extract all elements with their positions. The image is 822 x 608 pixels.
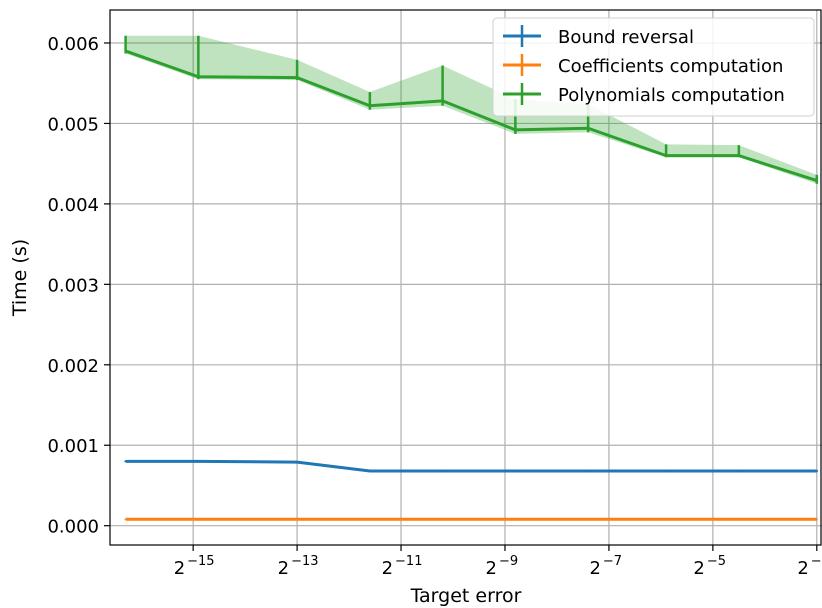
- y-tick-label: 0.000: [47, 517, 99, 538]
- series-line: [125, 49, 818, 182]
- y-tick-label: 0.001: [47, 436, 99, 457]
- x-tick-exponent: −3: [811, 554, 822, 569]
- x-tick-exponent: −5: [707, 554, 726, 569]
- y-tick-label: 0.006: [47, 34, 99, 55]
- y-axis-ticks: 0.000 0.001 0.002 0.003 0.004 0.005 0.006: [47, 34, 110, 538]
- x-axis-label: Target error: [410, 585, 522, 607]
- x-tick-label: 2: [797, 558, 808, 579]
- x-tick-exponent: −13: [291, 554, 318, 569]
- series-lines: [125, 49, 818, 521]
- plot-frame: [109, 9, 822, 546]
- x-tick-exponent: −15: [187, 554, 214, 569]
- x-axis-ticks: 2−152−132−112−92−72−52−3: [174, 545, 822, 579]
- y-tick-label: 0.003: [47, 275, 99, 296]
- x-tick-exponent: −7: [603, 554, 622, 569]
- x-tick-label: 2: [382, 558, 393, 579]
- x-tick-label: 2: [174, 558, 185, 579]
- legend-label: Polynomials computation: [558, 85, 785, 106]
- y-axis-label: Time (s): [9, 239, 31, 317]
- x-tick-exponent: −11: [395, 554, 422, 569]
- legend-label: Coefficients computation: [558, 56, 783, 77]
- x-tick-label: 2: [589, 558, 600, 579]
- series-line: [125, 459, 817, 473]
- x-tick-label: 2: [693, 558, 704, 579]
- x-tick-label: 2: [278, 558, 289, 579]
- y-tick-label: 0.004: [47, 195, 99, 216]
- legend-label: Bound reversal: [558, 27, 694, 48]
- x-tick-exponent: −9: [499, 554, 518, 569]
- legend: Bound reversal Coefficients computation Po…: [492, 17, 815, 117]
- error-bars: [124, 35, 819, 520]
- x-tick-label: 2: [486, 558, 497, 579]
- y-tick-label: 0.002: [47, 356, 99, 377]
- legend-box: [492, 17, 815, 117]
- y-tick-label: 0.005: [47, 114, 99, 135]
